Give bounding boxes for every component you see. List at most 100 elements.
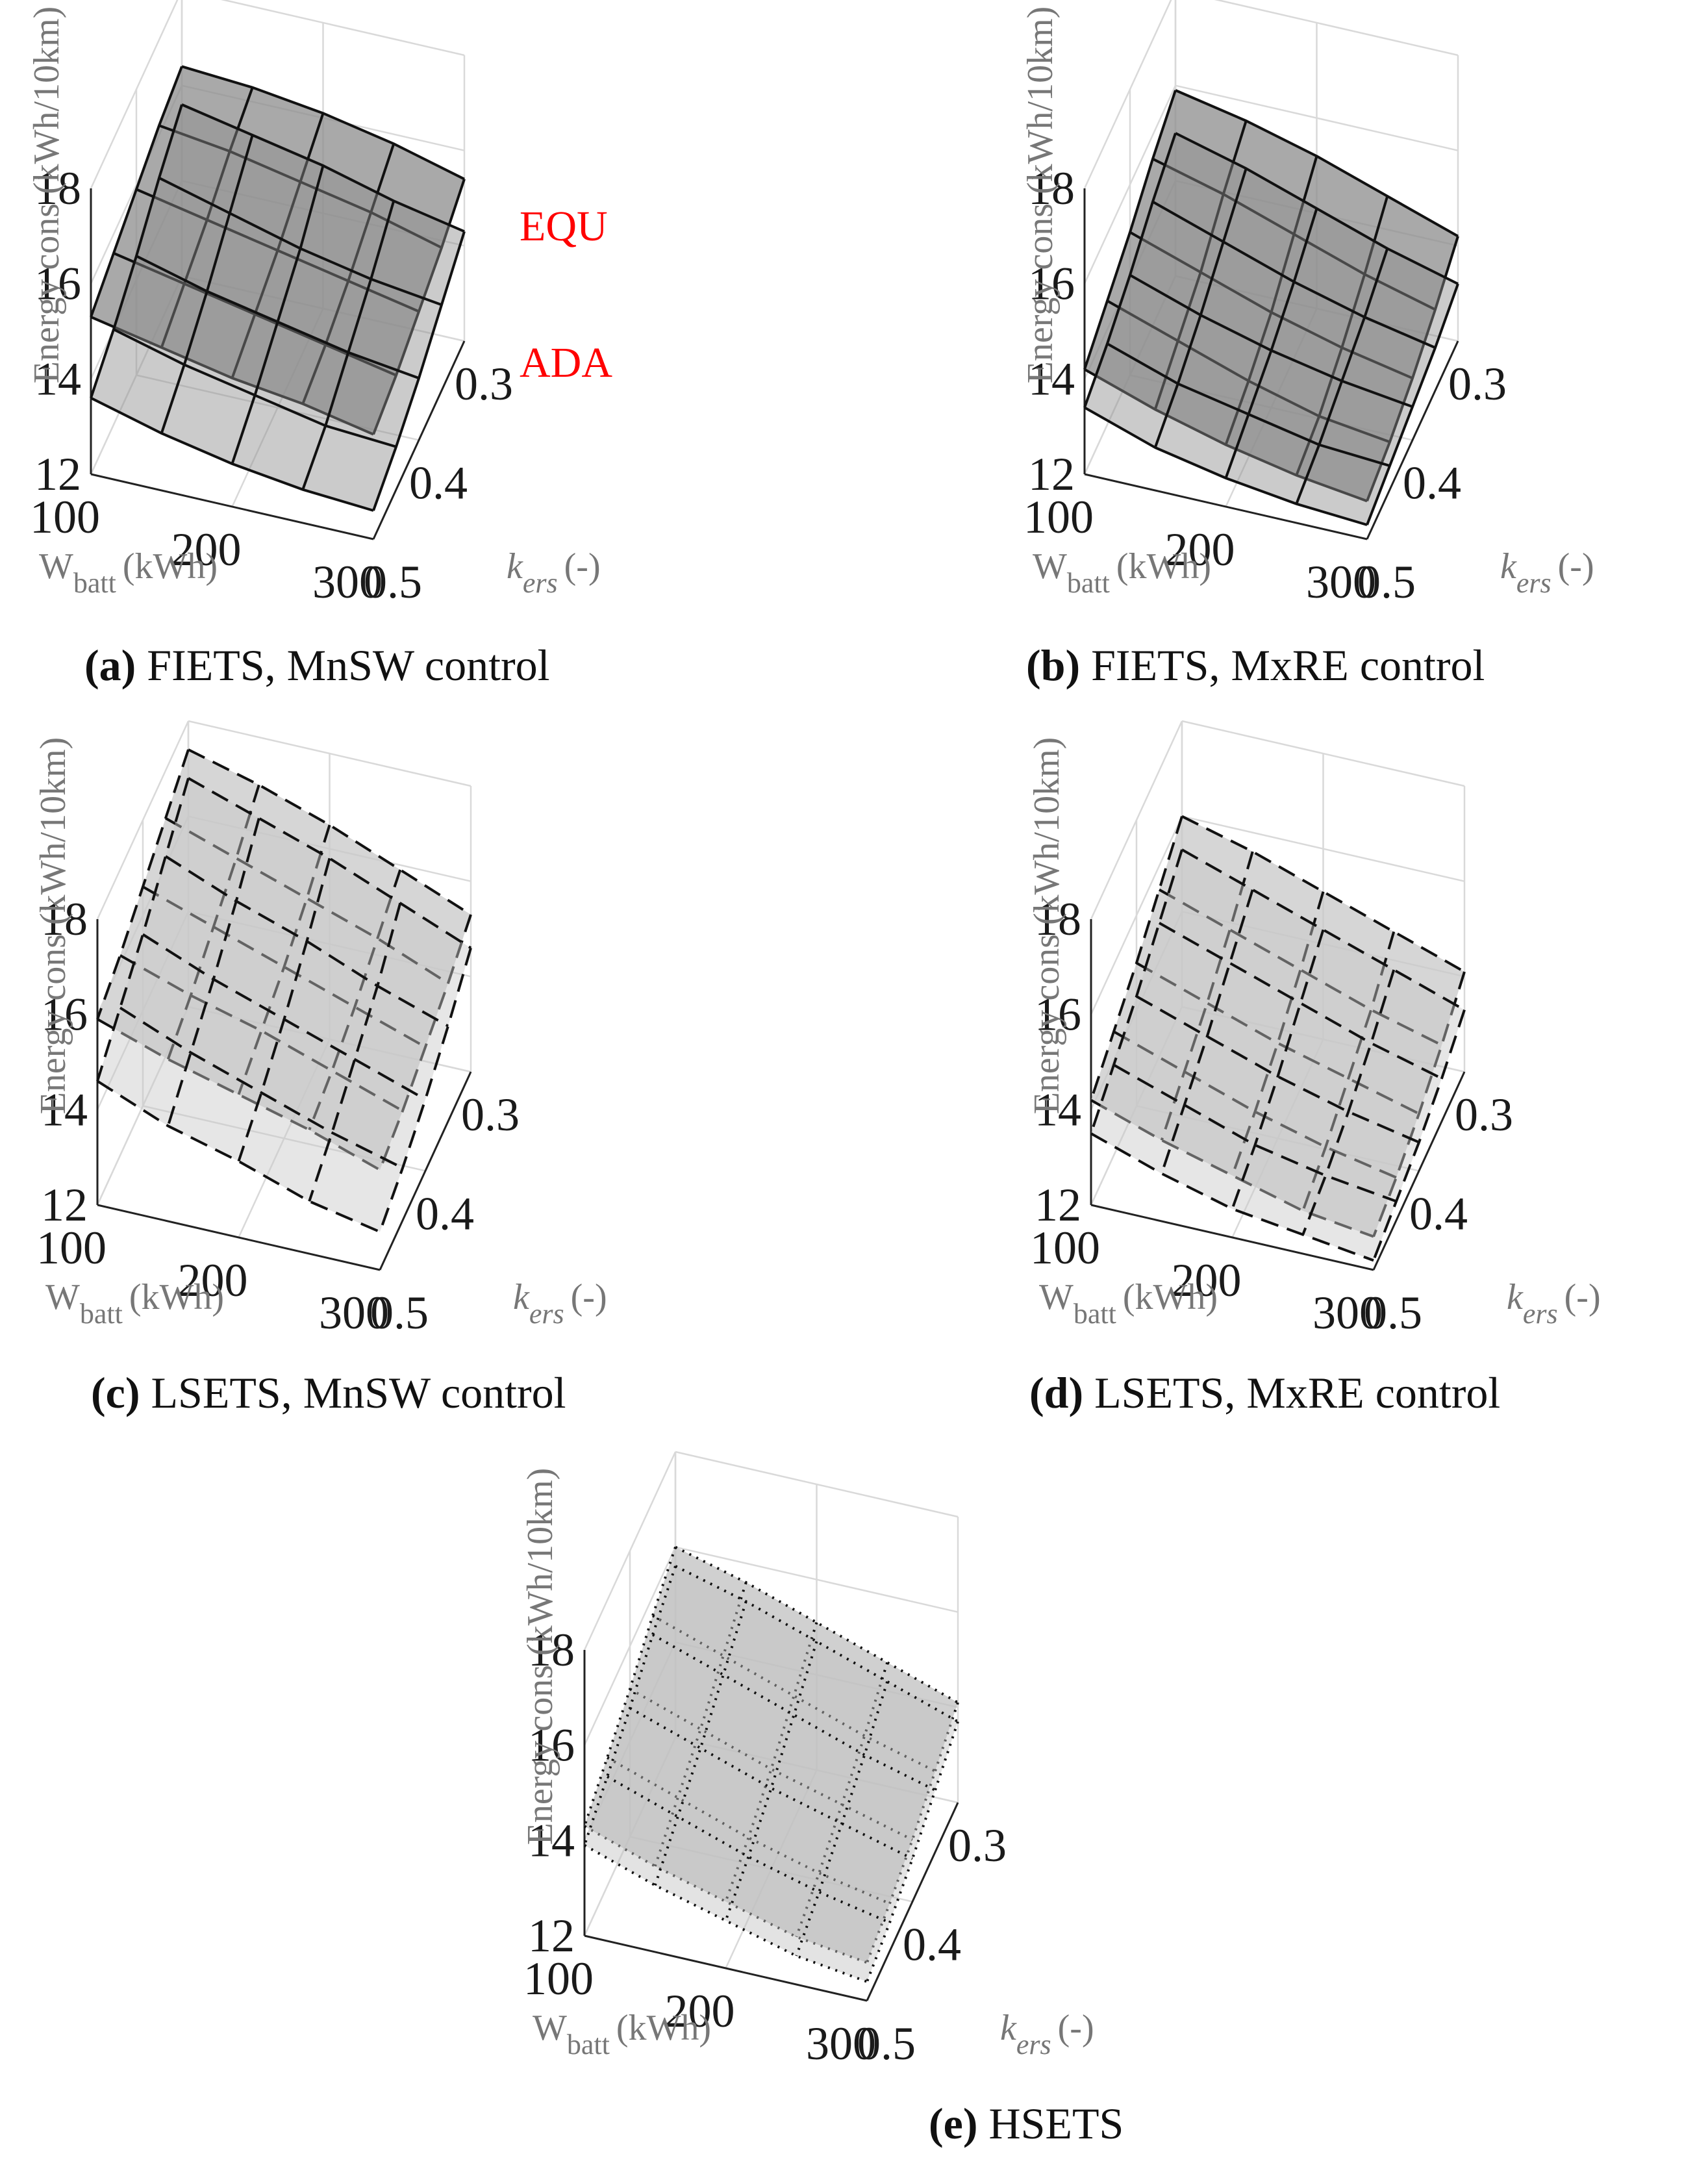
- chart-e-x-axis-label-main: W: [533, 2008, 567, 2048]
- chart-d-y-axis-label: kers (-): [1507, 1277, 1601, 1330]
- caption-e-letter: (e): [929, 2099, 978, 2148]
- chart-b-y-axis-label-unit: (-): [1558, 546, 1594, 587]
- chart-b-y-tick-label: 0.5: [1357, 556, 1416, 608]
- chart-c-mesh-line-y: [96, 749, 190, 1020]
- chart-d-x-tick-label: 100: [1030, 1222, 1100, 1274]
- chart-a-surface-patch: [255, 322, 349, 426]
- chart-e-axes: [583, 1650, 959, 2002]
- chart-a-mesh-line-y: [301, 200, 396, 490]
- chart-d-x-axis-label-sub: batt: [1074, 1298, 1116, 1330]
- chart-a-mesh-line-y: [160, 134, 254, 434]
- chart-b-y-axis-label-sub: ers: [1516, 567, 1551, 599]
- chart-d-surface-patch: [1229, 852, 1324, 970]
- chart-b-z-axis-label: Energy cons (kWh/10km): [1020, 6, 1061, 384]
- chart-d-mesh-line-y: [1160, 889, 1254, 1174]
- chart-b-plot: 12 14 16 18 100 200 300 0.3 0.4 0.5 Energy cons (k…: [1020, 0, 1594, 608]
- chart-d-plot: 12 14 16 18 100 200 300 0.3 0.4 0.5 Energy cons (k…: [1027, 720, 1601, 1339]
- chart-d-surface-patch: [1325, 1078, 1419, 1178]
- chart-e-mesh-line-y: [653, 1601, 747, 1886]
- chart-d-mesh-line-y: [1160, 851, 1254, 1141]
- caption-a-letter: (a): [84, 640, 136, 690]
- caption-b: (b) FIETS, MxRE control: [1026, 640, 1485, 691]
- chart-e-surface-patch: [723, 1582, 817, 1696]
- chart-d-mesh-line-y: [1301, 931, 1396, 1211]
- chart-a-x-tick-label: 300: [312, 556, 383, 608]
- chart-e-mesh-line-y: [866, 1721, 959, 1983]
- chart-b-z-tick-label: 14: [1028, 353, 1075, 405]
- chart-panel-d: 12 14 16 18 100 200 300 0.3 0.4 0.5 Energy cons (k…: [1000, 720, 1708, 1354]
- chart-c-z-tick-label: 12: [41, 1179, 88, 1231]
- chart-e-z-axis-label: Energy cons (kWh/10km): [520, 1468, 560, 1845]
- chart-b-surface-patch: [1296, 444, 1390, 525]
- chart-b-surface-equ: [1083, 89, 1459, 503]
- chart-a-surface-patch: [114, 256, 207, 365]
- chart-a-surface-patch: [371, 201, 464, 305]
- chart-d-z-tick-label: 16: [1035, 989, 1081, 1041]
- caption-b-text: FIETS, MxRE control: [1091, 640, 1485, 690]
- chart-e-surface-patch: [796, 1873, 890, 1963]
- chart-a-surface-patch: [232, 314, 326, 404]
- chart-d-surface-patch: [1255, 1076, 1349, 1176]
- chart-e-surface-patch: [748, 1788, 842, 1892]
- chart-b-surface-patch: [1225, 414, 1320, 504]
- chart-b-y-tick-label: 0.4: [1403, 457, 1461, 509]
- chart-a-surface-patch: [207, 213, 301, 322]
- chart-e-mesh-line-y: [795, 1681, 889, 1957]
- chart-e-mesh-line-y: [653, 1582, 747, 1867]
- chart-e-y-axis-label-sub: ers: [1016, 2029, 1051, 2060]
- chart-e-surface-patch: [771, 1695, 865, 1805]
- chart-a-surface-patch: [300, 113, 394, 212]
- chart-c-y-axis-label-main: k: [513, 1277, 530, 1317]
- caption-d-letter: (d): [1029, 1368, 1084, 1417]
- chart-c-surface-patch: [97, 1007, 191, 1126]
- chart-a-surface-patch: [277, 181, 371, 281]
- chart-c-surface-patch: [213, 858, 307, 967]
- chart-b-x-tick-label: 300: [1306, 556, 1376, 608]
- chart-c-surface-patch: [284, 898, 378, 1007]
- chart-c-mesh-line-x: [96, 1080, 381, 1234]
- chart-e-surface-patch: [819, 1823, 912, 1923]
- chart-a-surface-patch: [159, 66, 253, 151]
- chart-e-surface-patch: [819, 1804, 912, 1904]
- caption-c-text: LSETS, MnSW control: [151, 1368, 566, 1417]
- caption-d: (d) LSETS, MxRE control: [1029, 1367, 1500, 1419]
- caption-c: (c) LSETS, MnSW control: [91, 1367, 566, 1419]
- chart-c-y-axis-label: kers (-): [513, 1277, 607, 1330]
- chart-b-z-tick-label: 12: [1028, 448, 1075, 500]
- chart-e-x-axis-label-unit: (kWh): [616, 2008, 711, 2048]
- chart-a-surface-patch: [229, 87, 323, 182]
- caption-b-letter: (b): [1026, 640, 1081, 690]
- chart-d-surface-patch: [1348, 1043, 1442, 1143]
- chart-d-surface-patch: [1229, 889, 1324, 1004]
- chart-c-surface-ada: [96, 777, 472, 1234]
- chart-b-surface-patch: [1223, 121, 1317, 234]
- chart-a-surface-patch: [303, 425, 396, 511]
- chart-b-mesh-line-y: [1153, 120, 1248, 410]
- chart-c-mesh-line-y: [166, 784, 260, 1060]
- chart-b-surface-patch: [1223, 168, 1317, 282]
- chart-c-surface-patch: [213, 901, 307, 1020]
- chart-d-surface-patch: [1371, 931, 1464, 1045]
- chart-c-y-axis-label-sub: ers: [529, 1298, 564, 1330]
- chart-a-y-axis-label-sub: ers: [523, 567, 558, 599]
- chart-d-surface-patch: [1091, 1065, 1185, 1174]
- chart-d-x-axis-label-unit: (kWh): [1123, 1277, 1218, 1317]
- chart-d-mesh-line-y: [1372, 971, 1466, 1237]
- chart-b-y-axis: [1366, 340, 1459, 540]
- chart-e-surface-patch: [630, 1634, 723, 1749]
- chart-d-surface-patch: [1348, 1009, 1442, 1114]
- chart-b-surface-patch: [1248, 312, 1342, 416]
- chart-c-y-tick-label: 0.3: [461, 1089, 520, 1141]
- chart-d-z-axis-label: Energy cons (kWh/10km): [1027, 737, 1067, 1115]
- chart-d-surface-patch: [1255, 1043, 1349, 1147]
- chart-a-surface-patch: [161, 364, 255, 464]
- chart-b-surface-patch: [1200, 194, 1294, 312]
- chart-c-x-tick-label: 200: [178, 1254, 248, 1306]
- chart-c-x-tick-label: 100: [36, 1222, 107, 1274]
- chart-d-surface-patch: [1091, 1032, 1185, 1141]
- chart-b-x-tick-label: 100: [1024, 491, 1094, 543]
- chart-e-mesh-line-y: [866, 1702, 959, 1964]
- chart-d-surface-patch: [1207, 963, 1301, 1077]
- chart-d-z-tick-label: 14: [1035, 1084, 1081, 1135]
- chart-c-y-axis-label-unit: (-): [571, 1277, 607, 1317]
